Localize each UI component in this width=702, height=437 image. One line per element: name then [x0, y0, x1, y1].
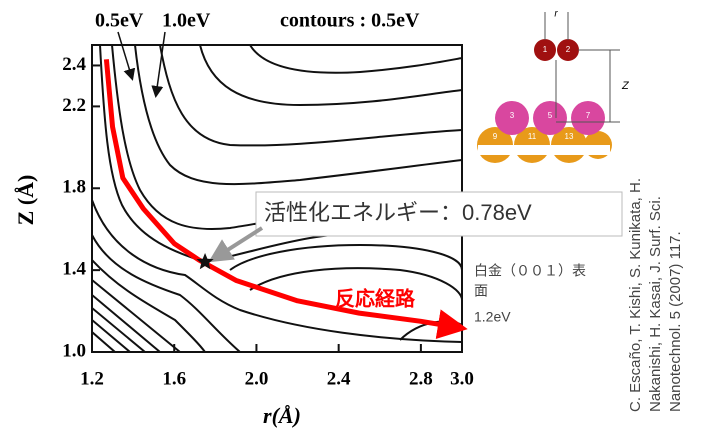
- diagram-label: r: [554, 9, 558, 20]
- citation-line: Nakanishi, H. Kasai, J. Surf. Sci.: [647, 196, 664, 412]
- y-tick-label: 1.0: [62, 340, 86, 361]
- atom: [534, 39, 556, 61]
- y-axis-label: Z (Å): [13, 175, 38, 226]
- level-label: 0.5eV: [95, 10, 144, 32]
- atom-label: 11: [528, 132, 537, 141]
- x-tick-label: 2.8: [409, 368, 433, 389]
- atom: [533, 101, 567, 135]
- annotation-arrow: [208, 226, 264, 263]
- level-label: 1.0eV: [162, 10, 211, 32]
- citation-line: C. Escaño, T. Kishi, S. Kunikata, H.: [627, 178, 644, 412]
- y-tick-label: 1.8: [62, 177, 86, 198]
- annotation: 活性化エネルギー：0.78eV: [264, 200, 532, 225]
- annotation-box: [255, 191, 623, 237]
- atom-label: 3: [510, 111, 515, 120]
- axes: 1.2 1.6 2.0 2.4 2.8 3.0 1.0 1.4 1.8 2.2 2.4: [62, 54, 474, 390]
- chart-title: contours : 0.5eV: [280, 10, 420, 32]
- atom-label: 13: [565, 132, 574, 141]
- atom-label: 7: [586, 111, 591, 120]
- atom-label: 1: [543, 45, 548, 54]
- atom-label: 5: [548, 111, 553, 120]
- level-arrow: [151, 31, 166, 98]
- atom-label: 9: [493, 132, 498, 141]
- x-tick-label: 1.2: [80, 368, 104, 389]
- cut: [478, 145, 610, 155]
- citation: C. Escaño, T. Kishi, S. Kunikata, H. Nak…: [627, 178, 684, 412]
- saddle-point: [196, 252, 214, 270]
- atom: [495, 101, 529, 135]
- level-arrow: [117, 31, 136, 81]
- atom: [571, 101, 605, 135]
- diagram: r Z 1 2 3 5 7 9 11 13: [477, 9, 630, 163]
- y-tick-label: 2.2: [62, 95, 86, 116]
- citation-line: Nanotechnol. 5 (2007) 117.: [667, 231, 684, 412]
- x-tick-label: 3.0: [450, 368, 474, 389]
- x-axis-label: r(Å): [263, 403, 301, 428]
- contours: [92, 45, 462, 352]
- surface-label: 白金（００１）表: [474, 263, 586, 279]
- y-tick-label: 1.4: [62, 258, 86, 279]
- x-tick-label: 2.4: [327, 368, 351, 389]
- atom-label: 2: [566, 45, 571, 54]
- x-tick-label: 2.0: [245, 368, 269, 389]
- atom: [557, 39, 579, 61]
- surface-label: 面: [474, 283, 488, 299]
- y-tick-label: 2.4: [62, 54, 86, 75]
- x-tick-label: 1.6: [162, 368, 186, 389]
- path-label: 反応経路: [335, 286, 416, 310]
- surface-energy: 1.2eV: [474, 309, 511, 325]
- diagram-label: Z: [621, 80, 630, 92]
